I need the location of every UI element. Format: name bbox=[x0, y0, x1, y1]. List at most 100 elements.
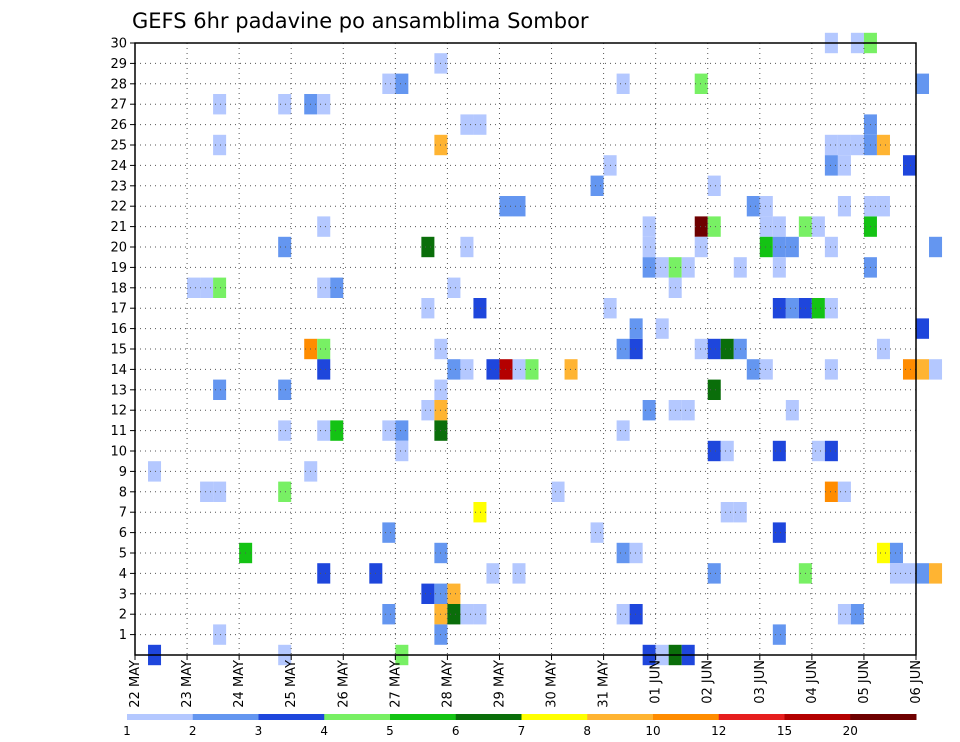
x-tick-label: 03 JUN bbox=[753, 660, 768, 704]
legend-swatch bbox=[653, 714, 720, 720]
chart-title: GEFS 6hr padavine po ansamblima Sombor bbox=[132, 9, 589, 33]
y-tick-label: 5 bbox=[119, 547, 127, 562]
precip-cell bbox=[512, 359, 526, 380]
precip-cell bbox=[278, 481, 292, 502]
precip-cell bbox=[850, 134, 864, 156]
precip-cell bbox=[811, 440, 825, 462]
precip-cell bbox=[330, 420, 344, 441]
precip-cell bbox=[278, 236, 292, 258]
y-tick-label: 19 bbox=[110, 261, 127, 276]
precip-cell bbox=[421, 236, 435, 258]
precip-cell bbox=[811, 298, 825, 319]
precip-cell bbox=[837, 134, 851, 156]
precip-cell bbox=[824, 155, 838, 176]
precip-cell bbox=[447, 359, 461, 380]
precip-cell bbox=[772, 257, 786, 278]
precip-cell bbox=[512, 196, 526, 217]
precip-cell bbox=[395, 73, 409, 94]
precip-cell bbox=[707, 338, 721, 360]
x-tick-label: 28 MAY bbox=[440, 660, 455, 708]
precip-cell bbox=[616, 338, 630, 360]
legend-swatch bbox=[258, 714, 325, 720]
precip-cell bbox=[616, 73, 630, 94]
legend-label: 8 bbox=[583, 724, 591, 738]
precip-cell bbox=[655, 257, 669, 278]
precip-cell bbox=[473, 502, 487, 523]
precip-cell bbox=[616, 604, 630, 625]
color-legend: 1 2 3 4 5 6 7 8 10 12 15 20 bbox=[123, 714, 917, 738]
legend-swatch bbox=[587, 714, 654, 720]
legend-swatch bbox=[850, 714, 917, 720]
precip-cell bbox=[629, 604, 643, 625]
precip-cell bbox=[317, 563, 331, 584]
precip-cell bbox=[902, 155, 916, 176]
y-tick-label: 21 bbox=[110, 220, 127, 235]
x-tick-label: 01 JUN bbox=[649, 660, 664, 704]
y-tick-label: 20 bbox=[110, 241, 127, 256]
precip-cell bbox=[707, 440, 721, 462]
precip-cell bbox=[694, 338, 708, 360]
precip-cell bbox=[213, 277, 227, 298]
precip-cell bbox=[317, 359, 331, 380]
precip-cell bbox=[681, 400, 695, 421]
legend-swatch bbox=[784, 714, 851, 720]
precip-cell bbox=[317, 216, 331, 237]
y-tick-label: 27 bbox=[110, 98, 127, 113]
precip-cell bbox=[213, 481, 227, 502]
precip-cell bbox=[772, 236, 786, 258]
precip-cell bbox=[772, 624, 786, 645]
y-tick-label: 25 bbox=[110, 139, 127, 154]
precip-cell bbox=[837, 196, 851, 217]
precip-cell bbox=[772, 440, 786, 462]
precip-cell bbox=[850, 604, 864, 625]
legend-label: 6 bbox=[452, 724, 460, 738]
precip-cell bbox=[642, 236, 656, 258]
x-tick-label: 25 MAY bbox=[284, 660, 299, 708]
legend-swatch bbox=[521, 714, 588, 720]
precip-cell bbox=[447, 604, 461, 625]
y-tick-label: 16 bbox=[110, 322, 127, 337]
precip-cell bbox=[460, 114, 474, 135]
legend-label: 12 bbox=[711, 724, 726, 738]
precip-cell bbox=[694, 216, 708, 237]
y-tick-label: 23 bbox=[110, 179, 127, 194]
precip-cell bbox=[772, 298, 786, 319]
precip-cell bbox=[616, 420, 630, 441]
precip-cell bbox=[642, 400, 656, 421]
y-tick-label: 10 bbox=[110, 445, 127, 460]
precip-cell bbox=[551, 481, 565, 502]
x-tick-label: 26 MAY bbox=[336, 660, 351, 708]
x-tick-label: 06 JUN bbox=[909, 660, 924, 704]
precip-cell bbox=[473, 114, 487, 135]
y-tick-label: 13 bbox=[110, 383, 127, 398]
precip-cell bbox=[460, 359, 474, 380]
y-tick-label: 6 bbox=[119, 526, 127, 541]
precip-cell bbox=[278, 379, 292, 400]
y-tick-label: 18 bbox=[110, 281, 127, 296]
precip-cell bbox=[421, 583, 435, 604]
legend-label: 4 bbox=[320, 724, 328, 738]
precip-cell bbox=[616, 542, 630, 564]
precip-cell bbox=[200, 481, 214, 502]
precip-cell bbox=[447, 583, 461, 604]
precip-cell bbox=[837, 481, 851, 502]
precip-cell bbox=[720, 440, 734, 462]
precip-cell bbox=[681, 257, 695, 278]
y-tick-label: 9 bbox=[119, 465, 127, 480]
precip-cell bbox=[772, 216, 786, 237]
precip-cell bbox=[837, 604, 851, 625]
precip-cell bbox=[876, 542, 890, 564]
precip-cell bbox=[876, 338, 890, 360]
precip-cell bbox=[655, 318, 669, 339]
precip-cell bbox=[486, 359, 500, 380]
y-tick-label: 8 bbox=[119, 485, 127, 500]
legend-swatch bbox=[455, 714, 522, 720]
precip-cell bbox=[902, 359, 916, 380]
legend-swatch bbox=[324, 714, 391, 720]
precip-cell bbox=[707, 175, 721, 196]
legend-label: 5 bbox=[386, 724, 394, 738]
y-tick-label: 28 bbox=[110, 77, 127, 92]
precip-cell bbox=[707, 379, 721, 400]
x-tick-label: 30 MAY bbox=[545, 660, 560, 708]
precip-cell bbox=[382, 73, 396, 94]
